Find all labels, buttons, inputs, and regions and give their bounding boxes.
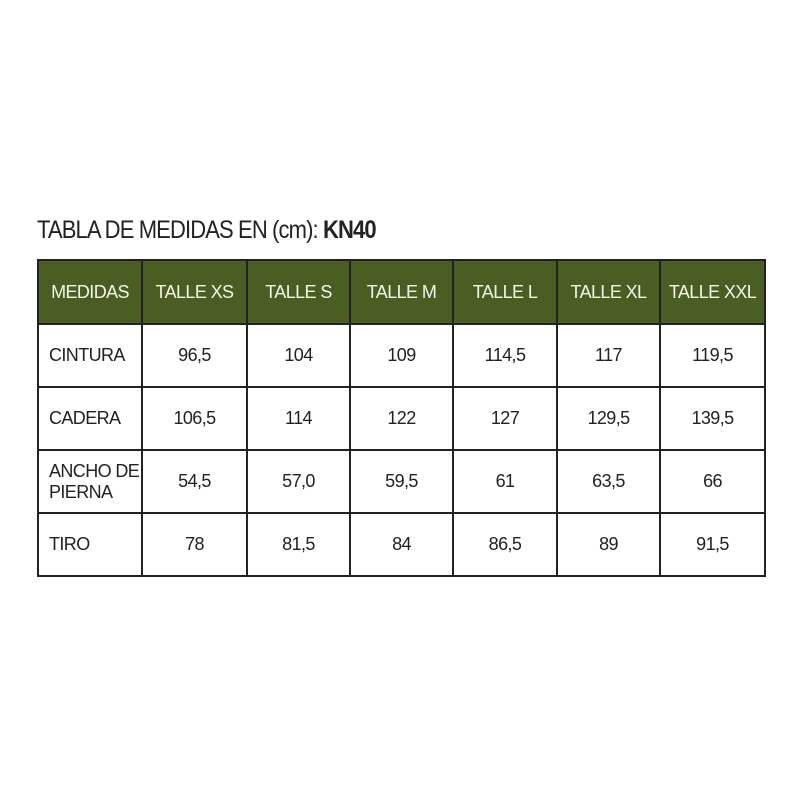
table-cell: 129,5 (556, 386, 661, 451)
table-cell: 54,5 (141, 449, 248, 514)
table-cell: 122 (349, 386, 454, 451)
table-cell: 86,5 (452, 512, 558, 577)
table-cell: 57,0 (246, 449, 351, 514)
product-code: KN40 (322, 216, 377, 244)
table-row: TIRO 78 81,5 84 86,5 89 91,5 (37, 512, 766, 577)
table-row: CINTURA 96,5 104 109 114,5 117 119,5 (37, 323, 766, 388)
table-row: ANCHO DE PIERNA 54,5 57,0 59,5 61 63,5 66 (37, 449, 766, 514)
header-row: MEDIDAS TALLE XS TALLE S TALLE M TALLE L TALL… (37, 259, 766, 325)
row-label: CINTURA (37, 323, 143, 388)
table-title: TABLA DE MEDIDAS EN (cm): KN40 (37, 216, 377, 245)
table-cell: 66 (659, 449, 766, 514)
size-table: MEDIDAS TALLE XS TALLE S TALLE M TALLE L TALL… (37, 259, 766, 577)
table-cell: 81,5 (246, 512, 351, 577)
table-row: CADERA 106,5 114 122 127 129,5 139,5 (37, 386, 766, 451)
column-header: TALLE L (452, 259, 558, 325)
table-cell: 89 (556, 512, 661, 577)
table-cell: 127 (452, 386, 558, 451)
table-cell: 139,5 (659, 386, 766, 451)
table-cell: 91,5 (659, 512, 766, 577)
table-cell: 59,5 (349, 449, 454, 514)
table-cell: 119,5 (659, 323, 766, 388)
title-prefix: TABLA DE MEDIDAS EN (cm): (37, 216, 323, 244)
column-header: MEDIDAS (37, 259, 143, 325)
table-cell: 84 (349, 512, 454, 577)
table-cell: 61 (452, 449, 558, 514)
column-header: TALLE XXL (659, 259, 766, 325)
table-cell: 106,5 (141, 386, 248, 451)
table-cell: 109 (349, 323, 454, 388)
column-header: TALLE XS (141, 259, 248, 325)
row-label: ANCHO DE PIERNA (37, 449, 143, 514)
row-label: CADERA (37, 386, 143, 451)
table-cell: 78 (141, 512, 248, 577)
table-cell: 96,5 (141, 323, 248, 388)
table-cell: 63,5 (556, 449, 661, 514)
table-cell: 104 (246, 323, 351, 388)
column-header: TALLE XL (556, 259, 661, 325)
table-cell: 117 (556, 323, 661, 388)
row-label: TIRO (37, 512, 143, 577)
table-cell: 114 (246, 386, 351, 451)
table-cell: 114,5 (452, 323, 558, 388)
column-header: TALLE S (246, 259, 351, 325)
column-header: TALLE M (349, 259, 454, 325)
